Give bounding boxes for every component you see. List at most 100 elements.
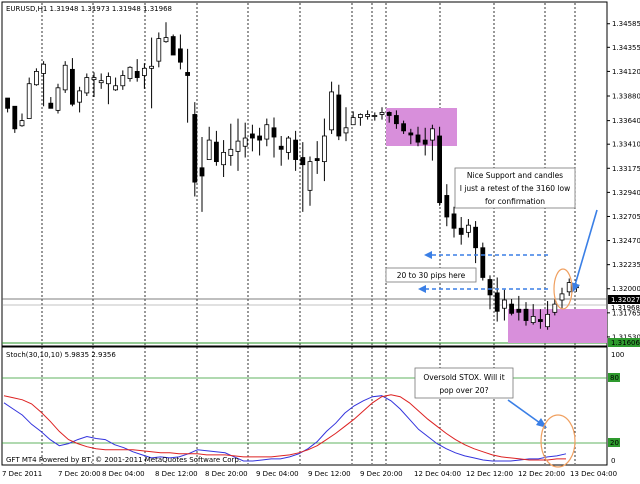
candle <box>98 73 104 89</box>
time-tick-label: 8 Dec 04:00 <box>102 470 145 478</box>
stoch-callout[interactable]: Oversold STOX. Will it pop over 20? <box>414 367 576 468</box>
bear-candle-body <box>5 97 10 109</box>
bull-candle-body <box>329 91 335 131</box>
bull-candle-body <box>228 148 234 156</box>
candle <box>487 275 493 310</box>
candle <box>372 112 378 121</box>
candle <box>163 22 169 43</box>
bear-candle-body <box>509 303 515 314</box>
time-tick-label: 12 Dec 04:00 <box>414 470 461 478</box>
stoch-tick-100: 100 <box>611 351 624 359</box>
candlestick-series <box>5 22 579 330</box>
candle <box>278 135 284 166</box>
bull-candle-body <box>156 38 162 62</box>
stochastic-signal-line <box>3 394 566 461</box>
time-tick-label: 9 Dec 04:00 <box>256 470 299 478</box>
bear-candle-body <box>415 134 421 143</box>
pips-note-text: 20 to 30 pips here <box>397 271 466 280</box>
bull-candle-body <box>113 85 118 91</box>
bull-candle-body <box>242 137 248 147</box>
price-tick-label: 1.32470 <box>612 237 640 245</box>
bull-candle-body <box>149 65 155 69</box>
bear-candle-body <box>199 167 205 177</box>
symbol-header: EURUSD,H1 1.31948 1.31973 1.31948 1.3196… <box>6 5 172 13</box>
bull-candle-body <box>91 77 97 81</box>
bear-candle-body <box>300 157 306 166</box>
bull-candle-body <box>552 303 558 313</box>
candle <box>26 77 32 119</box>
bear-candle-body <box>458 227 464 235</box>
stochastic-panel[interactable] <box>1 346 608 466</box>
bull-candle-body <box>235 140 241 152</box>
time-tick-label: 7 Dec 20:00 <box>58 470 101 478</box>
candle <box>509 298 515 316</box>
candle <box>106 72 111 105</box>
candle <box>393 110 399 129</box>
current-price-badge: 1.32027 <box>611 296 640 304</box>
stoch-tick-20: 20 <box>610 439 619 447</box>
bear-candle-body <box>177 48 183 63</box>
bear-candle-body <box>48 102 54 109</box>
price-tick-label: 1.32940 <box>612 189 640 197</box>
candle <box>451 206 457 238</box>
candle <box>127 66 133 82</box>
candle <box>235 118 241 171</box>
upper-arrow-head <box>424 251 432 259</box>
bear-candle-body <box>494 292 500 312</box>
candle <box>228 123 234 166</box>
bull-candle-body <box>221 151 227 166</box>
bull-candle-body <box>141 67 147 76</box>
bull-candle-body <box>106 76 111 85</box>
bear-candle-body <box>437 135 443 204</box>
time-tick-label: 12 Dec 20:00 <box>518 470 565 478</box>
candle <box>408 128 414 145</box>
stoch-note-arrow <box>507 399 541 424</box>
candle <box>141 63 147 89</box>
price-tick-label: 1.31765 <box>612 309 640 317</box>
support-note-box <box>454 167 576 209</box>
candle <box>257 127 263 156</box>
stochastic-title: Stoch(30,10,10) 5.9835 2.9356 <box>6 351 116 359</box>
support-callout[interactable]: Nice Support and candles I just a retest… <box>454 167 598 293</box>
bear-candle-body <box>422 139 428 145</box>
bear-candle-body <box>401 123 407 132</box>
bear-candle-body <box>192 114 198 183</box>
bull-candle-body <box>127 66 133 79</box>
candle <box>41 61 46 107</box>
time-tick-label: 8 Dec 12:00 <box>155 470 198 478</box>
candle <box>70 58 75 107</box>
candle <box>516 295 522 321</box>
bear-candle-body <box>257 135 263 141</box>
bull-candle-body <box>55 87 61 111</box>
stoch-tick-80: 80 <box>610 374 619 382</box>
price-tick-label: 1.34120 <box>612 68 640 76</box>
bull-candle-body <box>77 90 82 103</box>
candle <box>465 219 471 238</box>
candle <box>545 301 550 330</box>
bear-candle-body <box>293 139 299 160</box>
bull-candle-body <box>465 224 471 233</box>
bear-candle-body <box>314 158 320 161</box>
candle <box>314 141 320 174</box>
bull-candle-body <box>357 114 363 118</box>
candle <box>365 110 371 120</box>
pips-callout[interactable]: 20 to 30 pips here <box>385 267 477 283</box>
candle <box>242 122 248 158</box>
candle <box>336 84 342 141</box>
bull-candle-body <box>98 80 104 84</box>
candle <box>134 59 140 82</box>
price-tick-label: 1.34585 <box>612 20 640 28</box>
candle <box>285 135 291 160</box>
candle <box>192 102 198 197</box>
candle <box>221 140 227 177</box>
bear-candle-body <box>386 112 392 116</box>
candle <box>480 242 486 281</box>
current-price-badge-bg <box>608 295 640 304</box>
footer-credit: GFT MT4 Powered by BT, © 2001-2011 MetaQ… <box>6 456 241 464</box>
latest-candle-ring <box>553 268 573 310</box>
candle <box>422 127 428 156</box>
bull-candle-body <box>19 120 25 127</box>
time-tick-label: 8 Dec 20:00 <box>205 470 248 478</box>
